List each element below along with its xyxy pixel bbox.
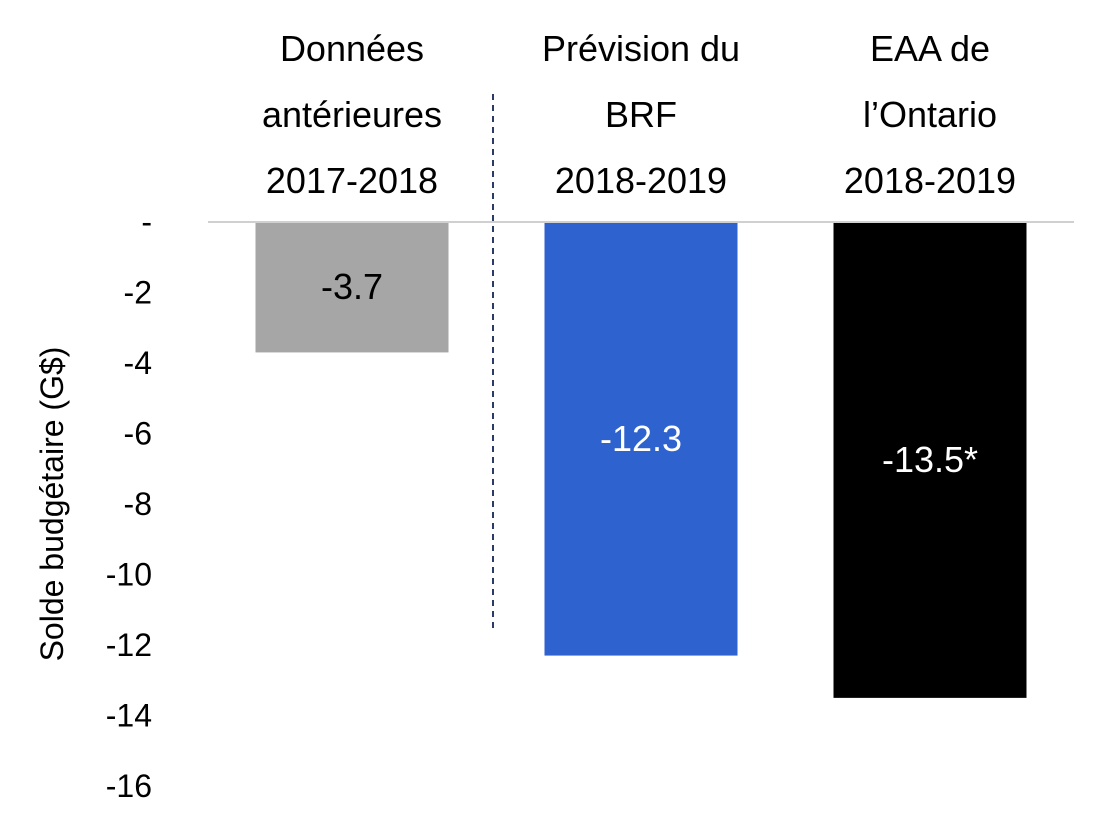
bars — [255, 222, 1027, 698]
y-tick-label: -10 — [106, 557, 152, 593]
bar-data-label: -12.3 — [600, 418, 682, 459]
category-label-line: l’Ontario — [863, 94, 997, 135]
category-label-line: BRF — [605, 94, 677, 135]
y-tick-label: -2 — [124, 275, 152, 311]
y-tick-label: -6 — [124, 416, 152, 452]
bar — [255, 222, 449, 353]
category-label-line: antérieures — [262, 94, 442, 135]
category-label-line: Données — [280, 28, 424, 69]
bar-data-label: -13.5* — [882, 439, 978, 480]
category-label-line: EAA de — [870, 28, 990, 69]
bar-data-labels: -3.7 -12.3 -13.5* — [321, 266, 978, 480]
bar — [544, 222, 738, 656]
y-tick-label: -8 — [124, 486, 152, 522]
y-tick-label: -12 — [106, 627, 152, 663]
y-tick-label: -16 — [106, 768, 152, 804]
y-tick-label: - — [141, 204, 152, 240]
category-label-line: Prévision du — [542, 28, 740, 69]
bar-data-label: -3.7 — [321, 266, 383, 307]
y-axis-ticks: - -2 -4 -6 -8 -10 -12 -14 -16 — [106, 204, 152, 804]
category-label-line: 2018-2019 — [844, 160, 1016, 201]
y-tick-label: -4 — [124, 345, 152, 381]
category-label-line: 2017-2018 — [266, 160, 438, 201]
y-tick-label: -14 — [106, 698, 152, 734]
bar — [833, 222, 1027, 698]
category-labels: Données antérieures 2017-2018 Prévision du B… — [262, 28, 1016, 201]
y-axis-title: Solde budgétaire (G$) — [34, 347, 70, 662]
category-label-line: 2018-2019 — [555, 160, 727, 201]
